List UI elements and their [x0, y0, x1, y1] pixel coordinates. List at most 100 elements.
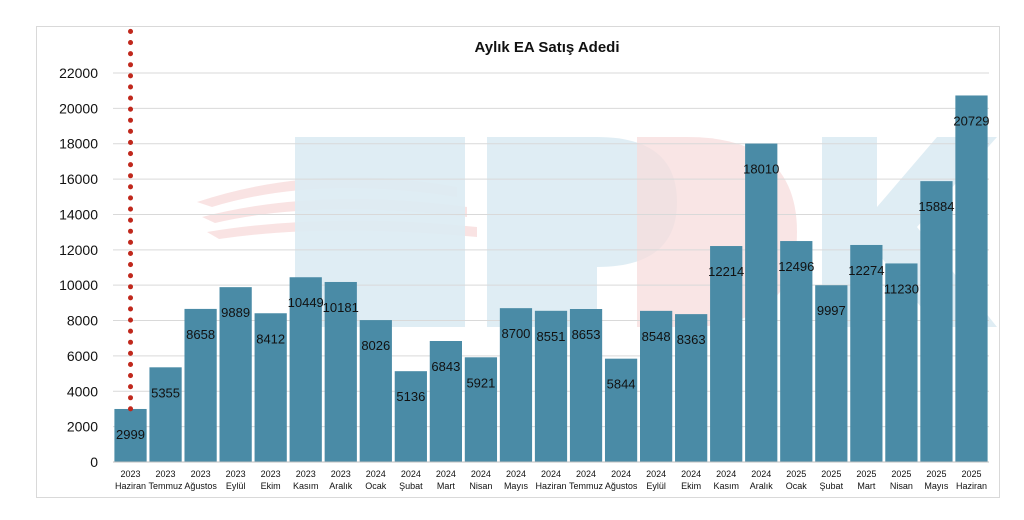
- x-tick-year: 2023: [191, 469, 211, 479]
- data-label: 12214: [708, 264, 744, 279]
- x-tick-year: 2024: [471, 469, 491, 479]
- y-tick-label: 2000: [67, 419, 98, 435]
- x-tick-month: Haziran: [115, 481, 146, 491]
- x-tick-month: Eylül: [646, 481, 666, 491]
- chart-frame: 0 2000 4000 6000 8000 10000 12000 14000 16000 180…: [36, 26, 1000, 498]
- bar: [675, 314, 708, 462]
- data-label: 5921: [466, 375, 495, 390]
- data-label: 10181: [323, 300, 359, 315]
- x-tick-month: Temmuz: [149, 481, 184, 491]
- x-tick-month: Ocak: [365, 481, 387, 491]
- bar: [569, 308, 603, 462]
- x-axis: 2023 Haziran 2023 Temmuz 2023 Ağustos 2023 Eylü…: [115, 469, 987, 491]
- bar: [499, 308, 533, 462]
- x-tick-month: Nisan: [890, 481, 913, 491]
- bar: [745, 143, 778, 462]
- y-tick-label: 16000: [59, 171, 98, 187]
- x-tick-year: 2024: [541, 469, 561, 479]
- x-tick-year: 2024: [646, 469, 666, 479]
- x-tick-year: 2024: [436, 469, 456, 479]
- bar: [534, 310, 568, 462]
- x-tick-year: 2024: [751, 469, 771, 479]
- x-tick-year: 2024: [366, 469, 386, 479]
- bar: [254, 313, 287, 462]
- y-tick-label: 20000: [59, 100, 98, 116]
- bar: [885, 263, 918, 462]
- data-label: 8363: [677, 332, 706, 347]
- x-tick-month: Aralık: [329, 481, 353, 491]
- data-label: 20729: [953, 113, 989, 128]
- x-tick-month: Ağustos: [605, 481, 638, 491]
- watermark-letter: [487, 137, 597, 327]
- y-tick-label: 8000: [67, 313, 98, 329]
- x-tick-year: 2023: [226, 469, 246, 479]
- x-tick-year: 2025: [856, 469, 876, 479]
- x-tick-month: Haziran: [956, 481, 987, 491]
- y-tick-label: 6000: [67, 348, 98, 364]
- x-tick-month: Ekim: [681, 481, 701, 491]
- x-tick-year: 2024: [506, 469, 526, 479]
- data-label: 5136: [396, 389, 425, 404]
- x-tick-month: Ocak: [786, 481, 808, 491]
- x-tick-month: Temmuz: [569, 481, 604, 491]
- bar: [815, 285, 848, 462]
- data-label: 2999: [116, 427, 145, 442]
- chart-title: Aylık EA Satış Adedi: [474, 39, 619, 56]
- x-tick-month: Mayıs: [504, 481, 529, 491]
- y-tick-label: 0: [90, 454, 98, 470]
- y-tick-label: 4000: [67, 383, 98, 399]
- x-tick-year: 2023: [261, 469, 281, 479]
- y-axis: 0 2000 4000 6000 8000 10000 12000 14000 16000 180…: [59, 65, 989, 470]
- x-tick-month: Ekim: [261, 481, 281, 491]
- data-label: 8700: [501, 326, 530, 341]
- data-label: 5844: [607, 377, 636, 392]
- x-tick-year: 2023: [121, 469, 141, 479]
- x-tick-month: Kasım: [713, 481, 739, 491]
- data-label: 8551: [537, 329, 566, 344]
- bar: [640, 310, 673, 462]
- data-label: 11230: [884, 281, 919, 296]
- y-tick-label: 10000: [59, 277, 98, 293]
- data-label: 5355: [151, 385, 180, 400]
- x-tick-year: 2023: [331, 469, 351, 479]
- x-tick-month: Aralık: [750, 481, 774, 491]
- watermark-letter: [295, 137, 465, 327]
- y-tick-label: 14000: [59, 206, 98, 222]
- bar: [920, 181, 953, 462]
- x-tick-month: Haziran: [535, 481, 566, 491]
- x-tick-year: 2025: [926, 469, 946, 479]
- x-tick-month: Eylül: [226, 481, 246, 491]
- x-tick-month: Ağustos: [184, 481, 217, 491]
- bar: [955, 95, 988, 462]
- data-label: 9889: [221, 305, 250, 320]
- bar: [464, 357, 498, 462]
- y-tick-label: 12000: [59, 242, 98, 258]
- x-tick-year: 2024: [576, 469, 596, 479]
- bar: [850, 244, 883, 462]
- x-tick-month: Kasım: [293, 481, 319, 491]
- bar: [219, 287, 252, 462]
- x-tick-month: Nisan: [469, 481, 492, 491]
- x-tick-year: 2024: [401, 469, 421, 479]
- bar: [114, 408, 147, 462]
- bar: [324, 281, 357, 462]
- x-tick-year: 2025: [786, 469, 806, 479]
- data-label: 12274: [848, 263, 884, 278]
- data-label: 10449: [288, 295, 324, 310]
- data-label: 12496: [778, 259, 814, 274]
- data-label: 6843: [431, 359, 460, 374]
- bar: [780, 241, 813, 462]
- data-label: 9997: [817, 303, 846, 318]
- x-tick-year: 2024: [611, 469, 631, 479]
- x-tick-year: 2023: [156, 469, 176, 479]
- bar: [289, 277, 322, 462]
- data-label: 8026: [361, 338, 390, 353]
- y-tick-label: 18000: [59, 136, 98, 152]
- bar: [394, 371, 427, 462]
- x-tick-year: 2024: [681, 469, 701, 479]
- data-label: 18010: [743, 162, 779, 177]
- bar: [184, 308, 217, 462]
- x-tick-year: 2025: [891, 469, 911, 479]
- x-tick-year: 2024: [716, 469, 736, 479]
